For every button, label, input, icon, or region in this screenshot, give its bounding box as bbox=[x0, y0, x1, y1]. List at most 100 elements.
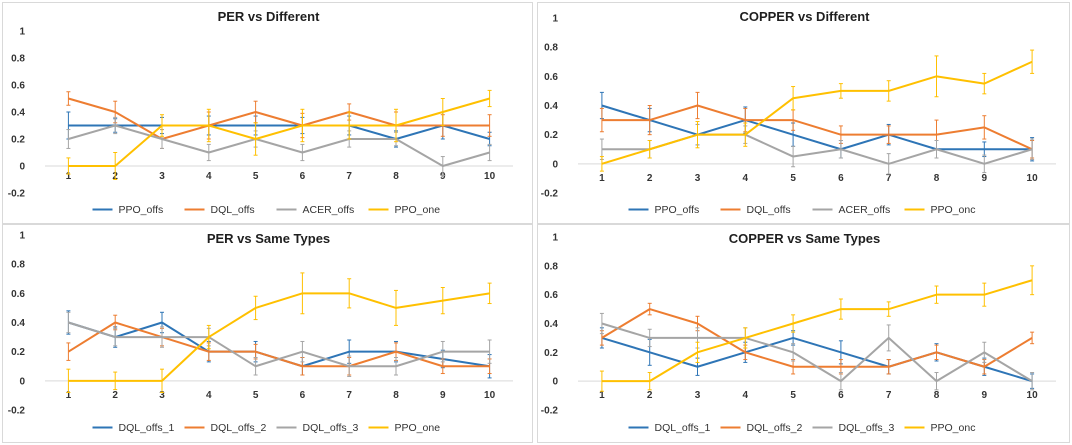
y-tick-label: -0.2 bbox=[541, 406, 559, 417]
series-line-ppo-onc bbox=[601, 279, 1033, 383]
legend-label: DQL_offs_3 bbox=[303, 422, 359, 434]
x-tick-label: 8 bbox=[393, 390, 399, 401]
x-tick-label: 2 bbox=[647, 390, 653, 401]
y-tick-label: 0.6 bbox=[544, 72, 558, 83]
x-tick-label: 10 bbox=[1027, 173, 1039, 184]
y-tick-label: -0.2 bbox=[541, 189, 559, 200]
y-tick-label: 0.8 bbox=[544, 261, 558, 272]
x-tick-label: 5 bbox=[790, 173, 796, 184]
legend-item-dql-offs-2: DQL_offs_2 bbox=[184, 422, 267, 434]
legend-item-ppo-offs: PPO_offs bbox=[628, 204, 700, 216]
legend-label: DQL_offs_1 bbox=[655, 422, 711, 434]
series-line-ppo-one bbox=[68, 97, 490, 167]
legend-label: PPO_one bbox=[395, 422, 441, 434]
x-tick-label: 4 bbox=[206, 390, 212, 401]
legend-item-dql-offs-3: DQL_offs_3 bbox=[812, 422, 895, 434]
legend-label: DQL_offs bbox=[747, 204, 791, 216]
y-tick-label: 0.4 bbox=[544, 101, 558, 112]
y-tick-label: 0 bbox=[552, 159, 558, 170]
x-tick-label: 8 bbox=[934, 173, 940, 184]
legend-label: DQL_offs_1 bbox=[119, 422, 175, 434]
x-tick-label: 1 bbox=[599, 173, 605, 184]
y-tick-label: 0 bbox=[552, 377, 558, 388]
x-tick-label: 6 bbox=[300, 171, 306, 182]
x-tick-label: 8 bbox=[934, 390, 940, 401]
chart-title: PER vs Different bbox=[218, 9, 321, 24]
x-tick-label: 6 bbox=[838, 173, 844, 184]
y-tick-label: 1 bbox=[552, 233, 558, 244]
chart-title: COPPER vs Different bbox=[739, 9, 870, 24]
legend-label: PPO_offs bbox=[119, 204, 164, 216]
legend-item-dql-offs-1: DQL_offs_1 bbox=[628, 422, 711, 434]
series-line-dql-offs-3 bbox=[68, 321, 490, 368]
x-tick-label: 9 bbox=[440, 390, 446, 401]
y-tick-label: 0.2 bbox=[544, 348, 558, 359]
y-tick-label: 0.4 bbox=[544, 319, 558, 330]
legend-item-acer-offs: ACER_offs bbox=[276, 204, 354, 216]
legend-item-dql-offs-3: DQL_offs_3 bbox=[276, 422, 359, 434]
x-tick-label: 10 bbox=[484, 171, 496, 182]
chart-copper-vs-different: COPPER vs Different -0.2 0 0.2 0.4 0.6 0.8 1 1 2 3… bbox=[541, 9, 1056, 216]
chart-per-vs-same-types: PER vs Same Types -0.2 0 0.2 0.4 0.6 0.8 1 1 2 3 4 5… bbox=[8, 231, 513, 434]
x-tick-label: 3 bbox=[159, 171, 165, 182]
legend-label: PPO_onc bbox=[931, 422, 976, 434]
x-tick-label: 9 bbox=[982, 390, 988, 401]
x-tick-label: 7 bbox=[346, 390, 352, 401]
x-tick-label: 1 bbox=[66, 171, 72, 182]
x-tick-label: 7 bbox=[346, 171, 352, 182]
x-tick-label: 4 bbox=[206, 171, 212, 182]
legend-item-dql-offs: DQL_offs bbox=[184, 204, 255, 216]
legend-label: PPO_one bbox=[395, 204, 441, 216]
y-tick-label: 1 bbox=[552, 14, 558, 25]
y-tick-label: 0.2 bbox=[11, 135, 25, 146]
legend-label: DQL_offs_2 bbox=[747, 422, 803, 434]
x-tick-label: 7 bbox=[886, 173, 892, 184]
chart-panel-per-vs-different: PER vs Different-0.200.20.40.60.81123456… bbox=[2, 2, 533, 224]
y-tick-label: 0 bbox=[19, 376, 25, 387]
chart-panel-per-vs-same-types: PER vs Same Types -0.2 0 0.2 0.4 0.6 0.8 1 1 2 3 4 5… bbox=[2, 224, 533, 443]
legend-label: DQL_offs_2 bbox=[211, 422, 267, 434]
x-tick-label: 3 bbox=[695, 173, 701, 184]
chart-title: PER vs Same Types bbox=[207, 231, 330, 246]
legend-item-acer-offs: ACER_offs bbox=[812, 204, 891, 216]
y-tick-label: 1 bbox=[19, 27, 25, 38]
legend-label: ACER_offs bbox=[839, 204, 891, 216]
chart-panel-copper-vs-same-types: COPPER vs Same Types -0.2 0 0.2 0.4 0.6 0.8 1 1 2… bbox=[537, 224, 1070, 443]
legend-item-ppo-one: PPO_one bbox=[368, 422, 441, 434]
x-tick-label: 5 bbox=[253, 390, 259, 401]
x-tick-label: 4 bbox=[743, 390, 749, 401]
legend-label: PPO_offs bbox=[655, 204, 700, 216]
series-line-acer-offs bbox=[68, 124, 490, 167]
y-tick-label: 0.8 bbox=[11, 260, 25, 271]
legend-item-dql-offs-1: DQL_offs_1 bbox=[92, 422, 175, 434]
series-line-dql-offs-3 bbox=[601, 322, 1033, 383]
chart-panel-copper-vs-different: COPPER vs Different -0.2 0 0.2 0.4 0.6 0.8 1 1 2 3… bbox=[537, 2, 1070, 224]
y-tick-label: 0.2 bbox=[544, 130, 558, 141]
y-tick-label: 0.6 bbox=[11, 289, 25, 300]
y-tick-label: 0.4 bbox=[11, 108, 25, 119]
chart-copper-vs-same-types: COPPER vs Same Types -0.2 0 0.2 0.4 0.6 0.8 1 1 2… bbox=[541, 231, 1056, 434]
legend-item-ppo-onc: PPO_onc bbox=[904, 422, 976, 434]
y-tick-label: 0.6 bbox=[544, 290, 558, 301]
x-tick-label: 10 bbox=[1027, 390, 1039, 401]
y-tick-label: 0 bbox=[19, 162, 25, 173]
x-tick-label: 9 bbox=[982, 173, 988, 184]
legend-label: DQL_offs_3 bbox=[839, 422, 895, 434]
series-line-ppo-onc bbox=[601, 60, 1033, 165]
x-tick-label: 7 bbox=[886, 390, 892, 401]
series-line-ppo-offs bbox=[601, 104, 1033, 151]
legend-label: DQL_offs bbox=[211, 204, 255, 216]
x-tick-label: 3 bbox=[159, 390, 165, 401]
x-tick-label: 4 bbox=[743, 173, 749, 184]
series-line-ppo-one bbox=[68, 292, 490, 382]
y-tick-label: -0.2 bbox=[8, 189, 26, 200]
x-tick-label: 10 bbox=[484, 390, 496, 401]
x-tick-label: 8 bbox=[393, 171, 399, 182]
y-tick-label: 0.6 bbox=[11, 81, 25, 92]
y-tick-label: 0.4 bbox=[11, 318, 25, 329]
x-tick-label: 5 bbox=[253, 171, 259, 182]
x-tick-label: 1 bbox=[66, 390, 72, 401]
legend-item-dql-offs-2: DQL_offs_2 bbox=[720, 422, 803, 434]
legend-item-dql-offs: DQL_offs bbox=[720, 204, 791, 216]
series-line-dql-offs-1 bbox=[601, 336, 1033, 383]
